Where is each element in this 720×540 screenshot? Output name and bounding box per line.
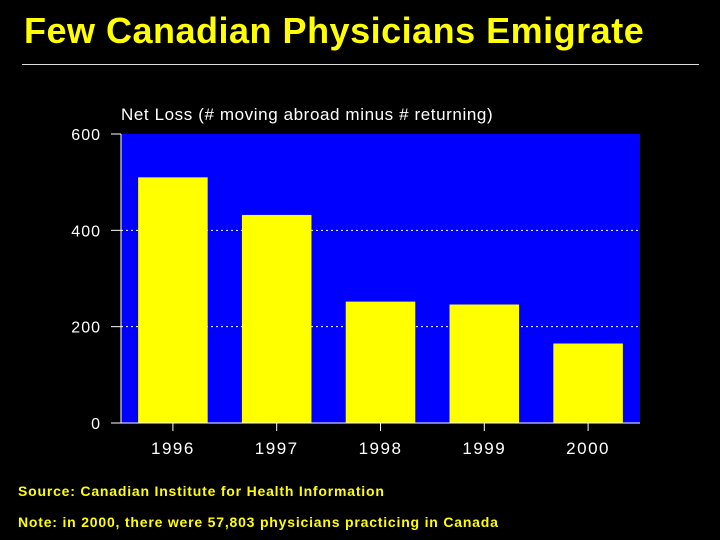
y-tick-label-400: 400 <box>71 223 101 240</box>
bar-1996 <box>138 177 208 423</box>
x-tick-label-1998: 1998 <box>359 439 403 458</box>
y-tick-label-200: 200 <box>71 320 101 337</box>
bar-chart: 0 200 400 600 1996 1997 1998 1999 2000 Net Loss … <box>71 105 640 458</box>
y-tick-label-600: 600 <box>71 127 101 144</box>
source-note: Source: Canadian Institute for Health In… <box>18 483 385 499</box>
bars <box>138 177 623 423</box>
slide-title: Few Canadian Physicians Emigrate <box>24 10 645 51</box>
x-tick-label-1999: 1999 <box>462 439 506 458</box>
bar-2000 <box>553 343 623 423</box>
bar-1997 <box>241 214 312 423</box>
axes: 0 200 400 600 1996 1997 1998 1999 2000 <box>71 127 640 458</box>
chart-title: Net Loss (# moving abroad minus # return… <box>121 105 493 124</box>
bar-1998 <box>345 301 416 423</box>
x-tick-label-1996: 1996 <box>151 439 195 458</box>
x-tick-label-2000: 2000 <box>566 439 610 458</box>
y-tick-label-0: 0 <box>91 416 101 433</box>
title-divider <box>22 64 699 65</box>
x-tick-label-1997: 1997 <box>255 439 299 458</box>
physician-count-note: Note: in 2000, there were 57,803 physici… <box>18 514 499 530</box>
bar-1999 <box>449 304 520 423</box>
